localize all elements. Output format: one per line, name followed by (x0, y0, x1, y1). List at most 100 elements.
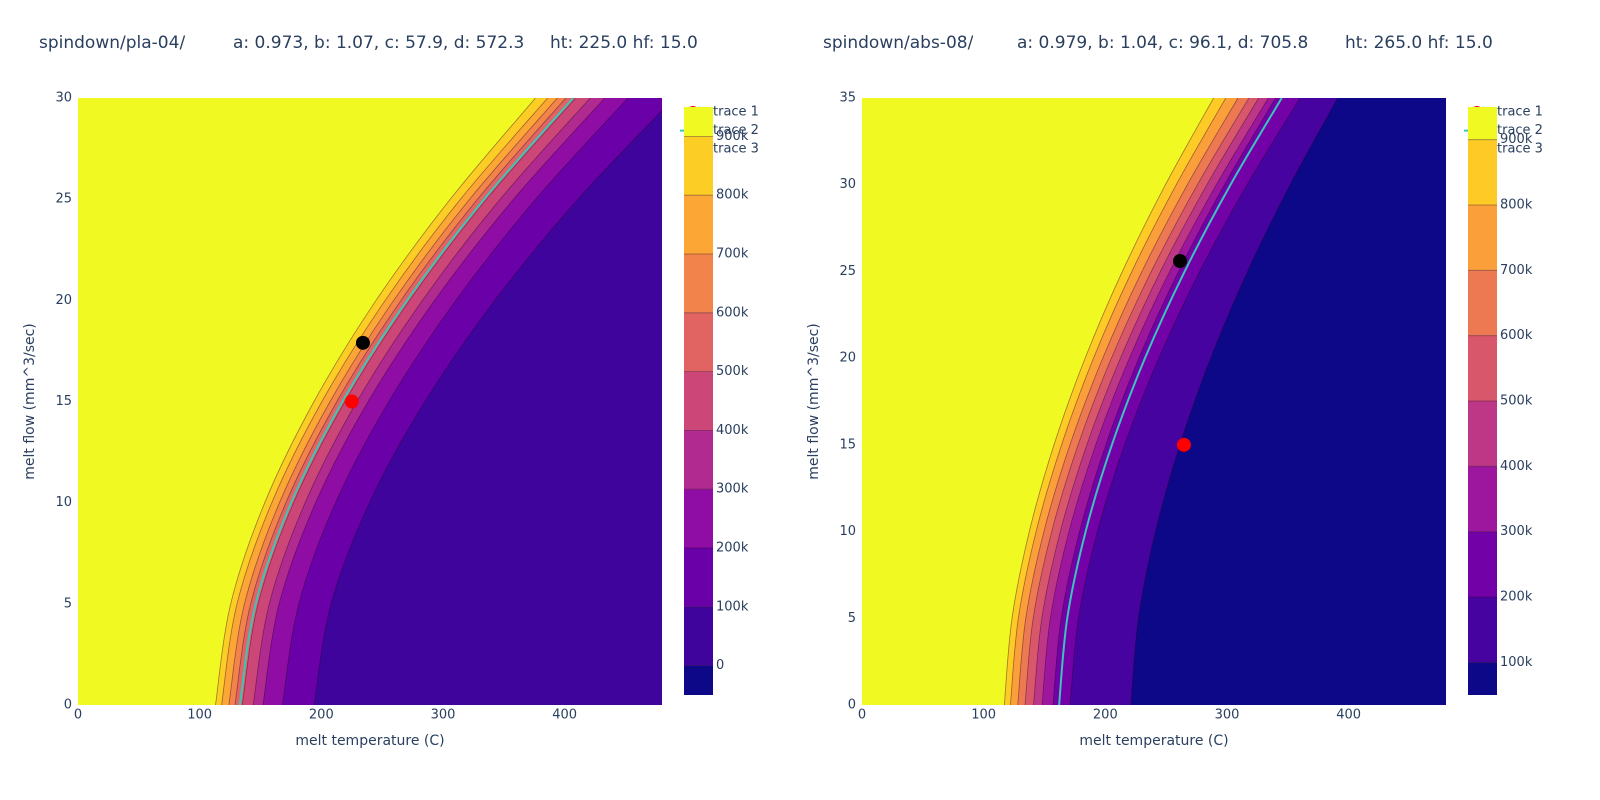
legend-label: trace 2 (713, 123, 759, 138)
colorbar-tick-label: 900k (716, 129, 749, 144)
plot-area (78, 98, 662, 705)
contour-line (1052, 98, 1277, 705)
contour-fill (314, 110, 662, 705)
marker-point (1176, 437, 1191, 452)
x-tick-label: 400 (1336, 708, 1361, 723)
colorbar-tick-label: 0 (716, 658, 724, 673)
colorbar-band (1468, 205, 1497, 271)
y-tick-label: 30 (839, 177, 856, 192)
chart-title: spindown/pla-04/ (39, 33, 185, 53)
chart-title: ht: 265.0 hf: 15.0 (1345, 33, 1493, 53)
colorbar-band (684, 489, 713, 548)
y-tick-label: 5 (848, 611, 856, 626)
contour-line (1041, 98, 1269, 705)
x-tick-label: 100 (187, 708, 212, 723)
marker-point (355, 335, 370, 350)
contour-line (282, 98, 629, 705)
y-tick-label: 20 (55, 293, 72, 308)
legend-label: trace 1 (1497, 105, 1543, 120)
chart-panel: spindown/abs-08/a: 0.979, b: 1.04, c: 96… (806, 33, 1543, 749)
colorbar-tick-label: 500k (716, 364, 749, 379)
colorbar-band (684, 371, 713, 431)
colorbar-band (684, 606, 713, 666)
colorbar-tick-label: 100k (1500, 655, 1533, 670)
y-axis-title: melt flow (mm^3/sec) (22, 323, 38, 480)
colorbar-band (1468, 335, 1497, 401)
colorbar-tick-label: 500k (1500, 394, 1533, 409)
colorbar-tick-label: 400k (1500, 459, 1533, 474)
y-tick-label: 10 (839, 524, 856, 539)
colorbar-tick-label: 700k (716, 247, 749, 262)
y-tick-label: 30 (55, 91, 72, 106)
chart-title: a: 0.973, b: 1.07, c: 57.9, d: 572.3 (233, 33, 524, 53)
colorbar-band (684, 195, 713, 254)
y-tick-label: 0 (848, 698, 856, 713)
colorbar-tick-label: 600k (716, 305, 749, 320)
colorbar-tick-label: 900k (1500, 132, 1533, 147)
contour-line (221, 98, 548, 705)
y-axis-title: melt flow (mm^3/sec) (806, 323, 822, 480)
colorbar-tick-label: 800k (716, 188, 749, 203)
colorbar-band (1468, 662, 1497, 695)
colorbar-band (684, 430, 713, 490)
contour-line (1130, 98, 1339, 705)
colorbar-tick-label: 300k (1500, 524, 1533, 539)
x-axis-title: melt temperature (C) (295, 733, 444, 749)
colorbar-band (1468, 270, 1497, 336)
plot-area (862, 98, 1446, 705)
marker-point (344, 394, 359, 409)
colorbar-tick-label: 200k (716, 541, 749, 556)
contour-line (215, 98, 536, 705)
colorbar-band (1468, 401, 1497, 467)
x-tick-label: 200 (309, 708, 334, 723)
marker-point (1173, 254, 1188, 269)
y-tick-label: 15 (839, 437, 856, 452)
y-tick-label: 20 (839, 351, 856, 366)
contour-line (1024, 98, 1250, 705)
contour-line (1017, 98, 1239, 705)
contour-line (262, 98, 606, 705)
x-tick-label: 300 (431, 708, 456, 723)
chart-title: spindown/abs-08/ (823, 33, 974, 53)
x-tick-label: 300 (1215, 708, 1240, 723)
legend-label: trace 2 (1497, 123, 1543, 138)
chart-panel: spindown/pla-04/a: 0.973, b: 1.07, c: 57… (22, 33, 759, 749)
colorbar-band (684, 136, 713, 196)
x-tick-label: 400 (552, 708, 577, 723)
colorbar-band (684, 254, 713, 313)
colorbar-band (1468, 597, 1497, 663)
colorbar-tick-label: 600k (1500, 328, 1533, 343)
chart-title: a: 0.979, b: 1.04, c: 96.1, d: 705.8 (1017, 33, 1308, 53)
colorbar-band (1468, 107, 1497, 140)
colorbar-band (1468, 139, 1497, 205)
y-tick-label: 10 (55, 495, 72, 510)
colorbar-band (684, 548, 713, 607)
contour-line (1069, 98, 1301, 705)
colorbar-tick-label: 400k (716, 423, 749, 438)
x-tick-label: 0 (74, 708, 82, 723)
colorbar-tick-label: 100k (716, 599, 749, 614)
x-tick-label: 100 (971, 708, 996, 723)
y-tick-label: 25 (839, 264, 856, 279)
colorbar-tick-label: 800k (1500, 198, 1533, 213)
colorbar-tick-label: 300k (716, 482, 749, 497)
contour-line (1003, 98, 1214, 705)
colorbar-band (684, 665, 713, 695)
colorbar-band (1468, 466, 1497, 532)
colorbar-band (684, 107, 713, 137)
colorbar-tick-label: 700k (1500, 263, 1533, 278)
contour-line (313, 110, 662, 705)
contour-fill (1130, 98, 1446, 705)
y-tick-label: 25 (55, 192, 72, 207)
series-line (1058, 98, 1283, 705)
colorbar-tick-label: 200k (1500, 590, 1533, 605)
contour-line (228, 98, 558, 705)
chart-title: ht: 225.0 hf: 15.0 (550, 33, 698, 53)
y-tick-label: 0 (64, 698, 72, 713)
y-tick-label: 5 (64, 596, 72, 611)
legend-label: trace 1 (713, 105, 759, 120)
contour-line (234, 98, 567, 705)
x-axis-title: melt temperature (C) (1079, 733, 1228, 749)
colorbar-band (1468, 531, 1497, 597)
